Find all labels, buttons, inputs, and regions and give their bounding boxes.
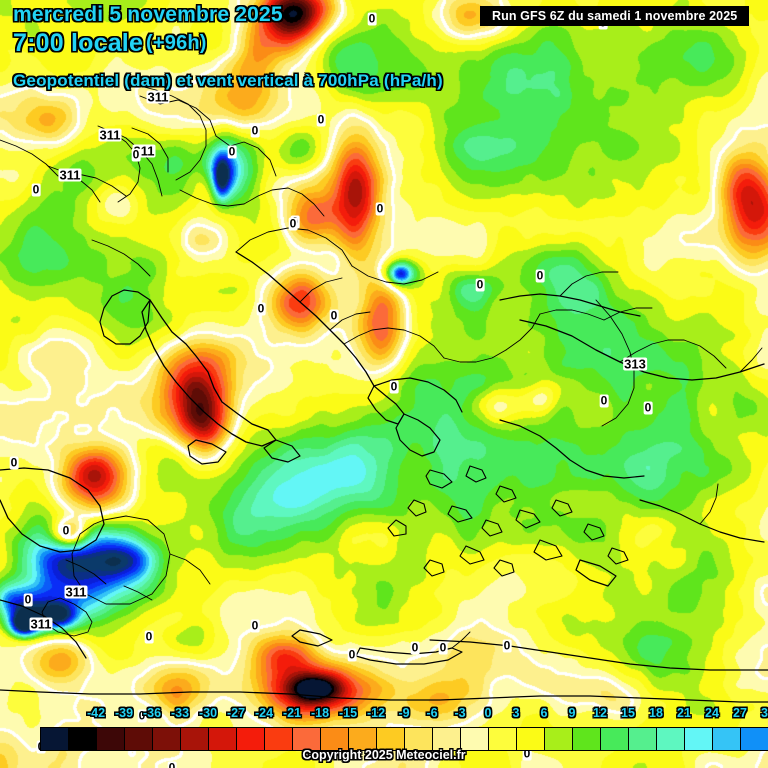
legend-swatch xyxy=(601,728,629,750)
legend-tick-label: -18 xyxy=(310,706,330,720)
legend-swatch xyxy=(293,728,321,750)
legend-swatch xyxy=(209,728,237,750)
legend-swatch xyxy=(69,728,97,750)
legend-tick-label: -15 xyxy=(338,706,358,720)
legend-tick-label: -9 xyxy=(398,706,410,720)
zero-contour-label: 0 xyxy=(475,277,485,292)
geopotential-contour-label: 311 xyxy=(29,616,53,632)
legend-swatch xyxy=(629,728,657,750)
zero-contour-label: 0 xyxy=(61,523,71,538)
zero-contour-label: 0 xyxy=(288,216,298,231)
zero-contour-label: 0 xyxy=(227,144,237,159)
geopotential-contour-label: 311 xyxy=(64,584,88,600)
legend-swatch xyxy=(97,728,125,750)
zero-contour-label: 0 xyxy=(375,201,385,216)
zero-contour-label: 0 xyxy=(502,638,512,653)
forecast-lead-time: (+96h) xyxy=(146,32,207,54)
zero-contour-label: 0 xyxy=(410,640,420,655)
legend-swatch xyxy=(181,728,209,750)
geopotential-contour-label: 313 xyxy=(623,356,647,372)
legend-tick-label: 24 xyxy=(705,706,719,720)
legend-tick-label: 21 xyxy=(677,706,691,720)
legend-tick-label: 30 xyxy=(761,706,768,720)
legend-swatch xyxy=(657,728,685,750)
legend-swatch xyxy=(433,728,461,750)
zero-contour-label: 0 xyxy=(643,400,653,415)
zero-contour-label: 0 xyxy=(250,123,260,138)
geopotential-contour-label: 311 xyxy=(146,89,170,105)
zero-contour-label: 0 xyxy=(438,640,448,655)
legend-swatch xyxy=(41,728,69,750)
legend-tick-label: -30 xyxy=(198,706,218,720)
zero-contour-label: 0 xyxy=(599,393,609,408)
legend-swatch xyxy=(321,728,349,750)
legend-tick-label: -6 xyxy=(426,706,438,720)
legend-tick-label: -21 xyxy=(282,706,302,720)
legend-swatch xyxy=(489,728,517,750)
zero-contour-label: 0 xyxy=(144,629,154,644)
legend-tick-label: -33 xyxy=(170,706,190,720)
legend-tick-label: -24 xyxy=(254,706,274,720)
legend-tick-label: -42 xyxy=(86,706,106,720)
legend-swatch xyxy=(713,728,741,750)
zero-contour-label: 0 xyxy=(316,112,326,127)
legend-swatch xyxy=(685,728,713,750)
zero-contour-label: 0 xyxy=(329,308,339,323)
legend-swatch xyxy=(545,728,573,750)
legend-swatch xyxy=(349,728,377,750)
legend-tick-label: 15 xyxy=(621,706,635,720)
legend-tick-label: 27 xyxy=(733,706,747,720)
legend-swatch xyxy=(573,728,601,750)
legend-tick-label: -39 xyxy=(114,706,134,720)
legend-swatch xyxy=(265,728,293,750)
zero-contour-label: 0 xyxy=(535,268,545,283)
legend-tick-label: -36 xyxy=(142,706,162,720)
model-run-banner: Run GFS 6Z du samedi 1 novembre 2025 xyxy=(480,6,750,26)
legend-swatch xyxy=(153,728,181,750)
geopotential-contour-label: 311 xyxy=(58,167,82,183)
legend-swatch xyxy=(461,728,489,750)
zero-contour-label: 0 xyxy=(31,182,41,197)
legend-swatch xyxy=(125,728,153,750)
legend-swatch xyxy=(741,728,768,750)
zero-contour-label: 0 xyxy=(131,147,141,162)
map-subtitle: Geopotentiel (dam) et vent vertical à 70… xyxy=(13,71,443,90)
legend-tick-label: 3 xyxy=(512,706,520,720)
zero-contour-label: 0 xyxy=(347,647,357,662)
zero-contour-label: 0 xyxy=(389,379,399,394)
legend-tick-label: -3 xyxy=(454,706,466,720)
legend-swatch xyxy=(517,728,545,750)
legend-color-bar xyxy=(40,727,768,751)
legend-tick-label: -27 xyxy=(226,706,246,720)
zero-contour-label: 0 xyxy=(167,761,177,768)
zero-contour-label: 0 xyxy=(9,455,19,470)
legend-tick-labels: -42 -39 -36 -33 -30 -27 -24 -21 -18 -15 -12 -9 -6 -3 0… xyxy=(0,706,768,728)
legend-swatch xyxy=(405,728,433,750)
legend-tick-label: 0 xyxy=(484,706,492,720)
legend-swatch xyxy=(237,728,265,750)
copyright-notice: Copyright 2025 Meteociel.fr xyxy=(302,748,466,762)
legend-tick-label: 18 xyxy=(649,706,663,720)
legend-tick-label: 12 xyxy=(593,706,607,720)
zero-contour-label: 0 xyxy=(367,11,377,26)
zero-contour-label: 0 xyxy=(137,708,147,723)
color-scale-legend: -42 -39 -36 -33 -30 -27 -24 -21 -18 -15 -12 -9 -6 -3 0… xyxy=(0,706,768,768)
zero-contour-label: 0 xyxy=(522,746,532,761)
legend-tick-label: -12 xyxy=(366,706,386,720)
legend-tick-label: 6 xyxy=(540,706,548,720)
legend-tick-label: 9 xyxy=(568,706,576,720)
zero-contour-label: 0 xyxy=(23,592,33,607)
geopotential-contour-label: 311 xyxy=(98,127,122,143)
legend-swatch xyxy=(377,728,405,750)
forecast-date: mercredi 5 novembre 2025 xyxy=(13,3,283,26)
forecast-time: 7:00 locale xyxy=(13,29,144,57)
zero-contour-label: 0 xyxy=(256,301,266,316)
zero-contour-label: 0 xyxy=(250,618,260,633)
zero-contour-label: 0 xyxy=(305,745,315,760)
